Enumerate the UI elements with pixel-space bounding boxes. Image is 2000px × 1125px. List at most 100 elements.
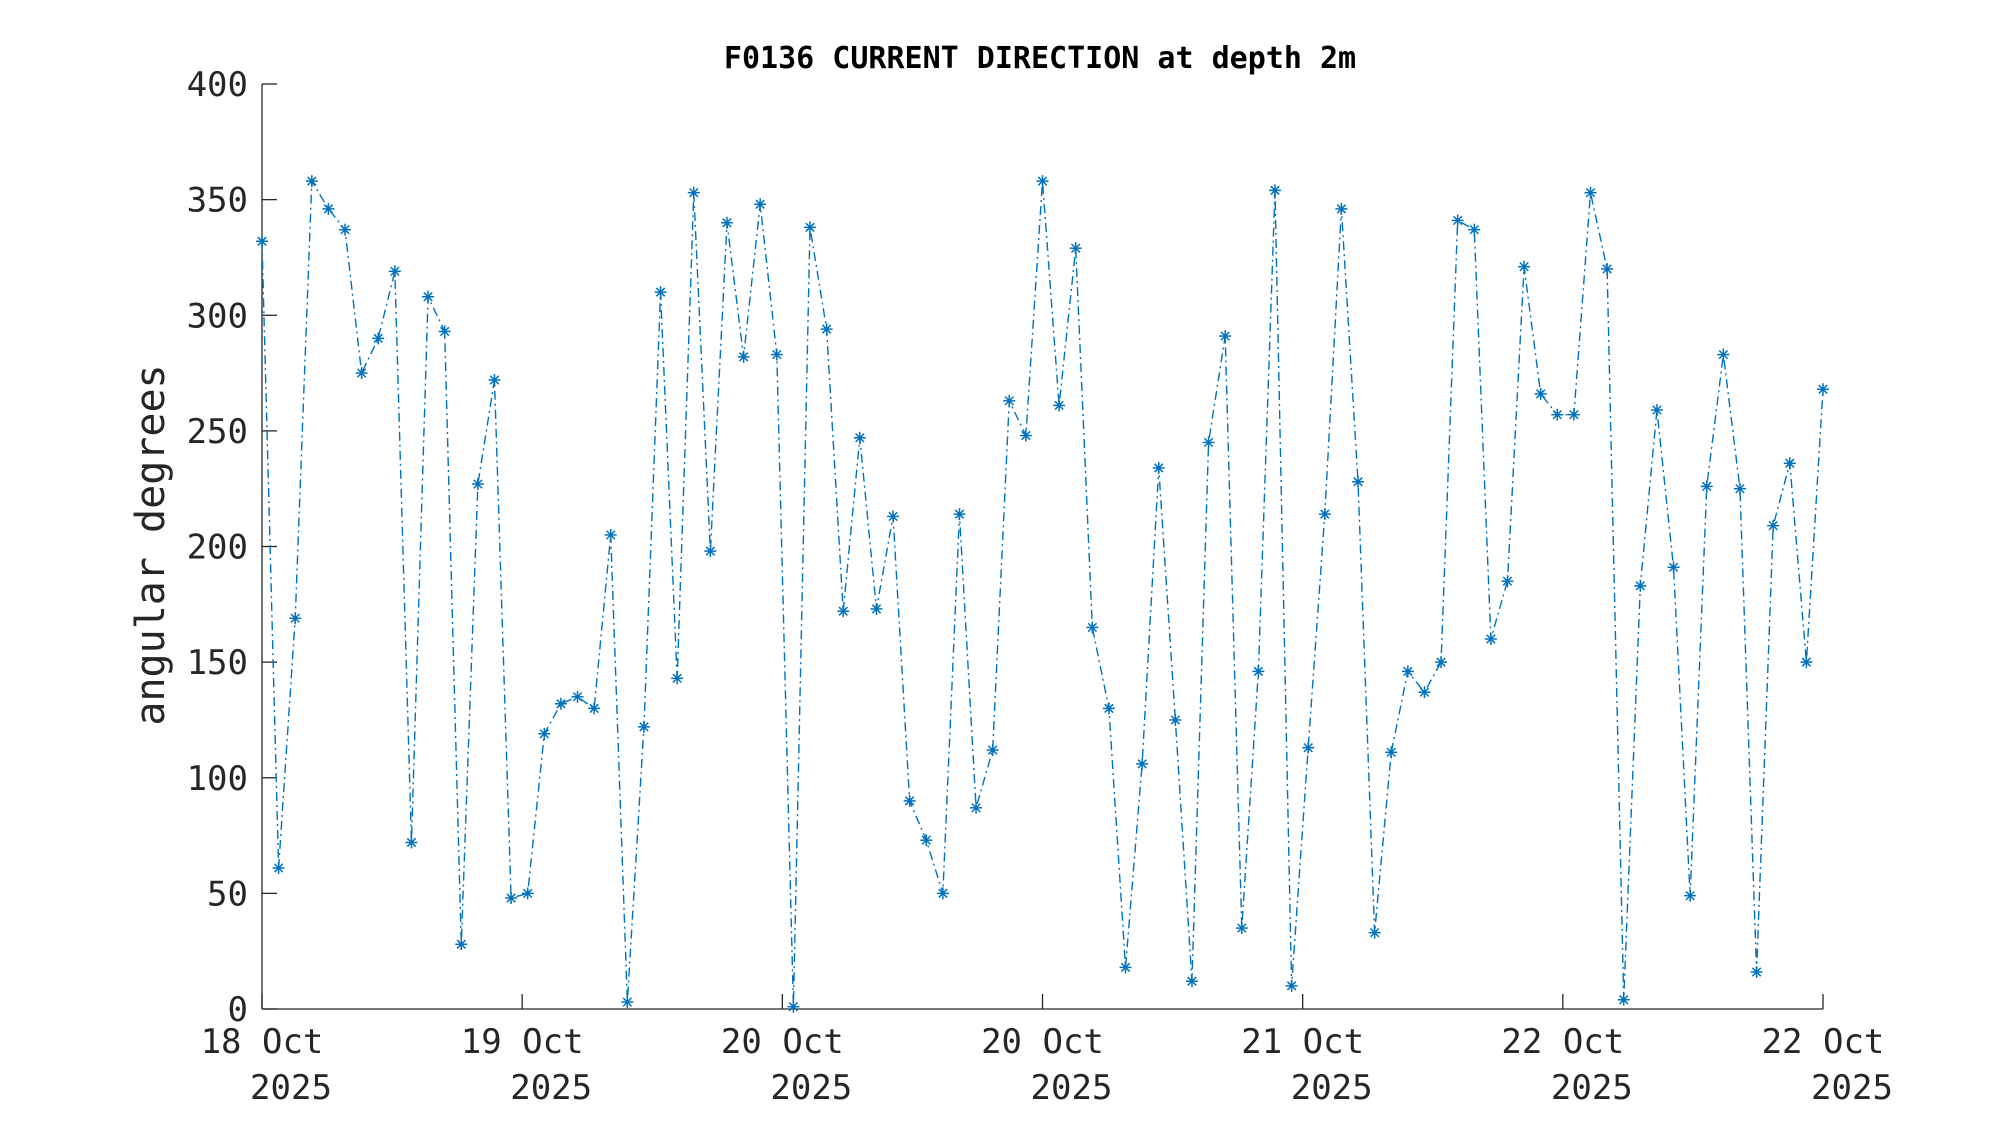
data-point <box>505 892 518 904</box>
data-point <box>405 836 418 849</box>
data-point <box>272 861 285 874</box>
data-point <box>953 508 966 521</box>
data-point <box>1053 399 1066 412</box>
marker-stroke <box>1419 687 1430 697</box>
data-point <box>1634 579 1647 592</box>
marker-stroke <box>522 888 533 899</box>
data-point <box>1601 263 1614 275</box>
marker-stroke <box>572 692 583 702</box>
marker-stroke <box>1104 703 1114 714</box>
y-tick-label: 200 <box>187 528 248 568</box>
marker-stroke <box>871 604 882 614</box>
data-point <box>355 367 368 380</box>
data-point <box>1518 260 1531 273</box>
chart-title: F0136 CURRENT DIRECTION at depth 2m <box>724 41 1356 76</box>
y-tick-label: 50 <box>207 874 248 914</box>
marker-stroke <box>1203 437 1214 448</box>
x-tick-label-year: 2025 <box>510 1068 592 1108</box>
data-point <box>1385 746 1398 759</box>
x-tick-label-year: 2025 <box>250 1068 332 1108</box>
data-point <box>1086 621 1099 634</box>
marker-stroke <box>1452 215 1463 226</box>
x-tick-label-year: 2025 <box>1031 1068 1113 1108</box>
marker-stroke <box>1768 520 1778 531</box>
data-point <box>1036 175 1049 188</box>
data-point <box>455 938 468 951</box>
y-tick-label: 100 <box>187 759 248 799</box>
marker-stroke <box>290 613 300 623</box>
data-point <box>538 727 551 740</box>
marker-stroke <box>938 888 948 899</box>
y-axis-label: angular degrees <box>128 364 174 725</box>
marker-stroke <box>439 326 450 337</box>
data-point <box>471 478 484 491</box>
marker-stroke <box>1685 890 1695 901</box>
marker-stroke <box>1469 224 1480 235</box>
marker-stroke <box>1801 657 1812 667</box>
marker-stroke <box>1286 981 1297 991</box>
marker-stroke <box>1718 349 1729 360</box>
x-tick-label-year: 2025 <box>1811 1068 1893 1108</box>
marker-stroke <box>1519 261 1529 272</box>
data-point <box>687 186 700 199</box>
data-point <box>1551 408 1564 421</box>
marker-stroke <box>406 837 417 848</box>
marker-stroke <box>655 287 666 297</box>
data-point <box>289 612 302 625</box>
series-direction <box>256 175 1829 1013</box>
data-point <box>1285 979 1298 992</box>
marker-stroke <box>1502 576 1513 586</box>
x-tick-label-day: 20 Oct <box>981 1022 1104 1062</box>
data-point <box>1733 482 1746 495</box>
marker-stroke <box>1702 481 1712 492</box>
data-point <box>1252 665 1265 678</box>
marker-stroke <box>1021 430 1031 441</box>
marker-stroke <box>639 722 649 732</box>
y-tick-label: 300 <box>187 296 248 336</box>
marker-stroke <box>373 333 383 344</box>
marker-stroke <box>1253 666 1264 677</box>
data-point <box>1185 975 1198 988</box>
data-point <box>1003 394 1016 407</box>
y-tick-label: 400 <box>187 65 248 105</box>
x-tick-label-day: 22 Oct <box>1501 1022 1624 1062</box>
marker-stroke <box>257 236 267 246</box>
marker-stroke <box>506 893 516 903</box>
data-point <box>1202 436 1215 449</box>
x-tick-label-day: 21 Oct <box>1241 1022 1364 1062</box>
data-point <box>588 702 601 715</box>
data-point <box>804 221 817 234</box>
marker-stroke <box>1154 463 1164 473</box>
data-point <box>936 887 949 900</box>
marker-stroke <box>1403 666 1413 677</box>
marker-stroke <box>1353 477 1363 487</box>
data-point <box>1617 993 1630 1006</box>
marker-stroke <box>1436 657 1446 667</box>
data-point <box>1750 966 1763 978</box>
marker-stroke <box>1552 409 1563 420</box>
data-point <box>1501 575 1514 588</box>
data-point <box>754 198 767 211</box>
marker-stroke <box>1785 458 1795 468</box>
marker-stroke <box>1486 634 1496 644</box>
marker-stroke <box>1320 509 1330 519</box>
marker-stroke <box>1336 204 1347 214</box>
data-point <box>438 325 451 338</box>
marker-stroke <box>1751 967 1762 977</box>
data-point <box>1401 665 1414 678</box>
marker-stroke <box>1635 581 1646 591</box>
marker-stroke <box>423 292 433 302</box>
data-point <box>1451 214 1464 227</box>
x-tick-label-day: 19 Oct <box>461 1022 584 1062</box>
marker-stroke <box>1668 562 1679 573</box>
x-tick-label-day: 20 Oct <box>721 1022 844 1062</box>
marker-stroke <box>1120 962 1131 973</box>
data-point <box>488 374 501 386</box>
data-point <box>1418 686 1431 699</box>
marker-stroke <box>473 479 483 489</box>
x-tick-label-year: 2025 <box>1291 1068 1373 1108</box>
marker-stroke <box>821 324 832 334</box>
data-point <box>1136 757 1149 770</box>
